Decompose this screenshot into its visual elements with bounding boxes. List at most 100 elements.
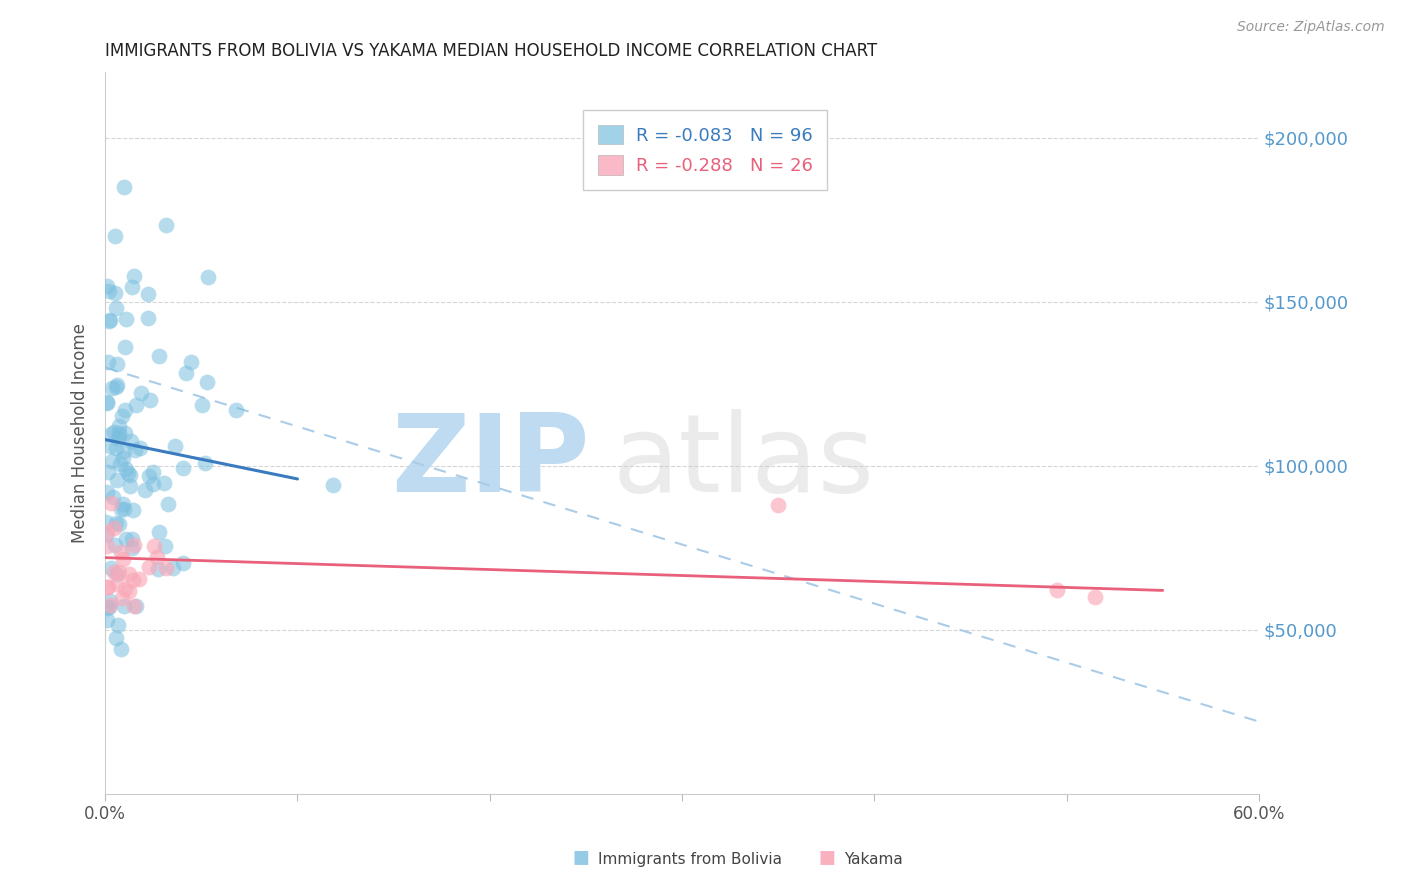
Point (114, 533, 136, 547)
Point (96, 580, 118, 594)
Point (104, 301, 127, 315)
Point (148, 349, 170, 363)
Point (129, 441, 152, 455)
Point (107, 431, 129, 445)
Point (108, 418, 131, 433)
Point (1084, 590, 1107, 604)
Point (96, 394, 118, 409)
Point (111, 451, 134, 466)
Point (118, 479, 141, 493)
Point (125, 398, 148, 412)
Point (96, 539, 118, 553)
Point (101, 381, 124, 395)
Point (96, 524, 118, 539)
Point (115, 462, 138, 476)
Point (142, 477, 165, 491)
Point (96, 484, 118, 499)
Point (104, 516, 127, 531)
Point (121, 541, 143, 555)
Point (110, 642, 132, 657)
Text: Source: ZipAtlas.com: Source: ZipAtlas.com (1237, 20, 1385, 34)
Point (1046, 583, 1069, 598)
Point (136, 310, 159, 325)
Point (121, 280, 143, 294)
Text: IMMIGRANTS FROM BOLIVIA VS YAKAMA MEDIAN HOUSEHOLD INCOME CORRELATION CHART: IMMIGRANTS FROM BOLIVIA VS YAKAMA MEDIAN… (105, 42, 877, 60)
Point (108, 426, 131, 441)
Point (110, 545, 132, 559)
Point (96, 396, 118, 410)
Point (153, 476, 176, 491)
Point (98, 313, 121, 327)
Point (129, 385, 152, 400)
Point (121, 532, 143, 546)
Point (111, 552, 134, 566)
Point (97, 355, 120, 369)
Point (107, 428, 129, 442)
Point (114, 340, 136, 354)
Point (142, 465, 165, 479)
Point (100, 561, 122, 575)
Point (104, 285, 127, 300)
Point (104, 229, 127, 244)
Point (98, 593, 121, 607)
Point (100, 496, 122, 510)
Point (148, 525, 170, 540)
Point (172, 556, 194, 570)
Point (197, 270, 219, 285)
Point (124, 538, 146, 552)
Point (112, 502, 135, 516)
Text: ZIP: ZIP (391, 409, 589, 515)
Point (108, 517, 131, 532)
Point (114, 402, 136, 417)
Point (172, 461, 194, 475)
Point (136, 287, 159, 301)
Point (105, 442, 128, 456)
Point (97, 465, 120, 479)
Point (105, 631, 128, 645)
Point (114, 180, 136, 194)
Point (120, 467, 142, 482)
Point (96, 600, 118, 615)
Point (114, 425, 136, 440)
Text: atlas: atlas (613, 409, 875, 515)
Point (111, 409, 134, 424)
Point (122, 268, 145, 283)
Point (225, 402, 247, 417)
Point (96, 528, 118, 542)
Point (96, 613, 118, 627)
Point (115, 311, 138, 326)
Point (107, 617, 129, 632)
Text: ▪: ▪ (572, 842, 591, 870)
Legend: R = -0.083   N = 96, R = -0.288   N = 26: R = -0.083 N = 96, R = -0.288 N = 26 (583, 111, 827, 190)
Point (155, 218, 177, 232)
Point (180, 355, 202, 369)
Point (101, 491, 124, 505)
Point (191, 398, 214, 412)
Point (322, 478, 344, 492)
Point (105, 567, 128, 582)
Point (100, 439, 122, 453)
Point (138, 560, 160, 574)
Point (117, 466, 139, 480)
Point (96, 515, 118, 529)
Point (125, 599, 148, 613)
Point (110, 502, 132, 516)
Point (118, 584, 141, 599)
Point (100, 426, 122, 441)
Point (97, 599, 120, 614)
Point (112, 443, 135, 458)
Point (105, 473, 128, 487)
Point (112, 497, 135, 511)
Point (103, 521, 125, 535)
Point (120, 434, 142, 448)
Point (193, 456, 215, 470)
Point (121, 503, 143, 517)
Point (100, 454, 122, 468)
Point (146, 561, 169, 575)
Point (122, 599, 145, 613)
Point (110, 591, 132, 606)
Point (139, 392, 162, 407)
Point (766, 498, 789, 512)
Point (98, 284, 121, 298)
Point (165, 440, 187, 454)
